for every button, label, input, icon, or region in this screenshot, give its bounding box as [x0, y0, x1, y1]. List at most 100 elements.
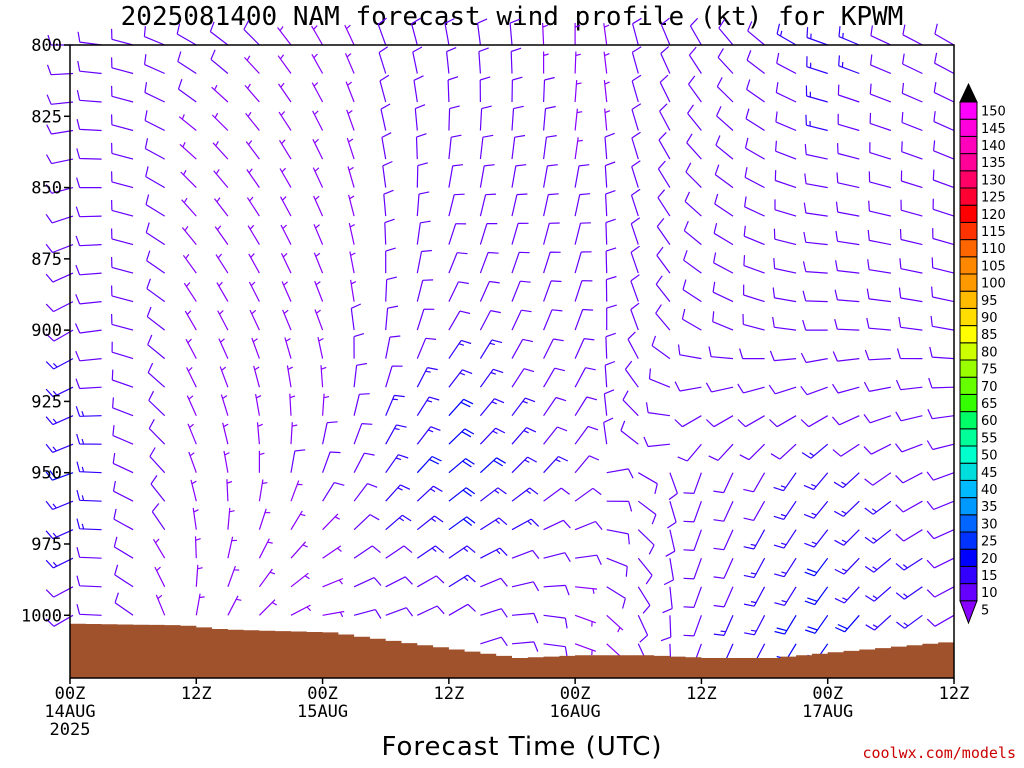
wind-barb — [46, 64, 74, 76]
colorbar-cell — [959, 325, 978, 344]
wind-barb — [416, 515, 444, 531]
wind-barb — [353, 545, 381, 559]
wind-barb — [739, 348, 765, 360]
wind-barb — [776, 52, 797, 75]
wind-barb — [176, 23, 197, 46]
wind-barb — [643, 436, 670, 448]
wind-barb — [385, 276, 397, 302]
wind-barb — [575, 586, 598, 594]
wind-barb — [713, 472, 734, 494]
wind-barb — [313, 224, 324, 245]
wind-barb — [737, 383, 765, 394]
wind-barb — [479, 164, 495, 188]
wind-barb — [479, 280, 500, 302]
y-tick-label-975: 975 — [31, 535, 62, 555]
wind-barb — [667, 501, 677, 529]
wind-barb — [220, 394, 229, 416]
wind-barb — [773, 472, 797, 492]
wind-barb — [574, 614, 597, 627]
wind-barb — [385, 365, 403, 388]
wind-barb — [718, 19, 734, 46]
wind-barb — [713, 252, 734, 274]
wind-barb — [282, 309, 292, 331]
wind-barb — [219, 366, 229, 388]
wind-barb — [416, 396, 440, 417]
x-tick-label: 12Z — [181, 684, 212, 704]
wind-barb — [290, 541, 308, 559]
wind-barb — [931, 257, 955, 274]
colorbar-cell — [959, 548, 978, 567]
wind-barb — [145, 222, 166, 246]
wind-barb — [574, 193, 591, 217]
wind-barb — [209, 21, 229, 46]
wind-barb — [674, 415, 702, 428]
wind-barb — [932, 169, 955, 189]
wind-barb — [279, 167, 292, 188]
wind-barb — [211, 84, 229, 103]
wind-barb — [637, 557, 653, 585]
wind-barb — [603, 23, 610, 46]
wind-barb — [177, 51, 197, 75]
wind-barb — [804, 586, 829, 606]
wind-barb — [770, 443, 797, 460]
wind-barb — [320, 365, 327, 388]
x-tick-label: 15AUG — [297, 702, 348, 722]
wind-barb — [253, 365, 260, 388]
wind-barb — [480, 577, 508, 588]
wind-barb — [45, 500, 74, 511]
wind-barb — [869, 83, 892, 103]
colorbar-cell — [959, 221, 978, 241]
wind-barb — [659, 103, 671, 131]
wind-barb — [768, 384, 797, 395]
wind-barb — [574, 520, 603, 531]
wind-barb — [322, 610, 345, 618]
colorbar-label: 130 — [981, 173, 1006, 188]
wind-barb — [864, 557, 892, 573]
wind-barb — [605, 332, 616, 359]
wind-barb — [479, 398, 505, 417]
wind-barb — [182, 254, 197, 274]
wind-barb — [605, 247, 617, 274]
wind-barb — [145, 194, 166, 217]
wind-barb — [543, 584, 570, 596]
wind-barb — [149, 447, 166, 474]
colorbar-cell — [959, 118, 978, 137]
wind-barb — [677, 443, 702, 462]
wind-barb — [543, 396, 567, 417]
wind-barb — [75, 378, 102, 390]
wind-barb — [510, 47, 522, 74]
wind-barb — [869, 142, 892, 160]
wind-barb — [113, 536, 134, 559]
wind-barb — [511, 222, 529, 245]
colorbar-label: 70 — [981, 380, 998, 395]
wind-barb — [714, 164, 734, 189]
x-tick-label: 12Z — [686, 684, 717, 704]
wind-barb — [863, 414, 892, 424]
wind-barb — [630, 302, 640, 331]
wind-barb — [45, 443, 74, 453]
wind-barb — [322, 451, 341, 473]
wind-barb — [411, 17, 421, 46]
wind-barb — [77, 31, 102, 46]
wind-barb — [75, 206, 102, 218]
wind-barb — [227, 507, 235, 530]
wind-barb — [865, 586, 892, 602]
wind-barb — [804, 557, 829, 577]
wind-barb — [543, 643, 568, 658]
wind-barb — [543, 614, 568, 629]
wind-barb — [774, 199, 797, 217]
wind-barb — [803, 231, 828, 246]
wind-barb — [212, 140, 229, 160]
wind-barb — [258, 508, 271, 530]
wind-barb — [311, 25, 324, 46]
x-tick-label: 00Z — [560, 684, 591, 704]
wind-barb — [185, 338, 197, 359]
wind-barb — [346, 137, 355, 160]
wind-barb — [604, 161, 616, 188]
wind-barb — [656, 246, 671, 274]
colorbar-label: 40 — [981, 483, 998, 498]
wind-barb — [245, 140, 260, 160]
wind-barb — [932, 198, 955, 217]
wind-barb — [248, 253, 260, 274]
